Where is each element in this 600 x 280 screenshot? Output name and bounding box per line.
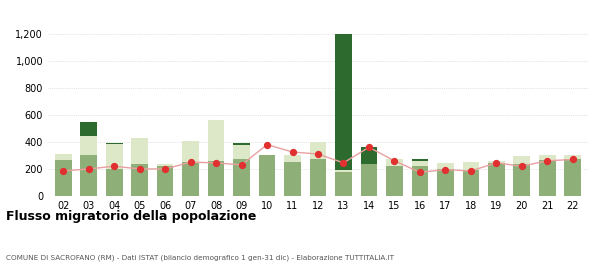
Bar xyxy=(539,160,556,196)
Point xyxy=(262,142,272,147)
Bar xyxy=(488,161,505,163)
Bar xyxy=(106,143,122,144)
Bar xyxy=(310,142,326,160)
Point xyxy=(440,167,450,172)
Point xyxy=(84,167,94,171)
Point xyxy=(237,163,247,167)
Bar xyxy=(233,143,250,144)
Point xyxy=(313,152,323,156)
Bar xyxy=(233,160,250,196)
Bar xyxy=(565,159,581,196)
Point xyxy=(568,157,578,162)
Bar xyxy=(106,169,122,196)
Bar xyxy=(284,155,301,162)
Bar xyxy=(539,155,556,160)
Text: COMUNE DI SACROFANO (RM) - Dati ISTAT (bilancio demografico 1 gen-31 dic) - Elab: COMUNE DI SACROFANO (RM) - Dati ISTAT (b… xyxy=(6,255,394,261)
Point xyxy=(364,145,374,150)
Point xyxy=(160,167,170,171)
Bar xyxy=(233,144,250,160)
Bar xyxy=(80,155,97,196)
Bar xyxy=(488,163,505,196)
Point xyxy=(466,169,476,173)
Bar xyxy=(386,165,403,196)
Bar xyxy=(259,155,275,196)
Point xyxy=(58,169,68,173)
Point xyxy=(389,158,399,163)
Bar xyxy=(412,162,428,166)
Bar xyxy=(208,161,224,196)
Bar xyxy=(55,154,71,160)
Bar xyxy=(182,162,199,196)
Bar xyxy=(55,160,71,196)
Bar xyxy=(335,170,352,172)
Bar xyxy=(131,138,148,164)
Bar xyxy=(182,141,199,162)
Bar xyxy=(412,159,428,162)
Bar xyxy=(131,164,148,196)
Point xyxy=(542,158,552,163)
Bar xyxy=(335,172,352,196)
Point xyxy=(211,161,221,165)
Bar xyxy=(463,170,479,196)
Bar xyxy=(335,19,352,170)
Bar xyxy=(310,160,326,196)
Bar xyxy=(565,155,581,159)
Point xyxy=(186,160,196,164)
Bar xyxy=(106,144,122,169)
Point xyxy=(517,164,527,169)
Bar xyxy=(412,166,428,196)
Point xyxy=(135,167,145,171)
Point xyxy=(338,161,348,165)
Point xyxy=(415,170,425,174)
Bar xyxy=(437,169,454,196)
Bar xyxy=(361,164,377,196)
Point xyxy=(491,161,501,165)
Bar xyxy=(157,166,173,196)
Bar xyxy=(157,164,173,166)
Bar xyxy=(80,122,97,136)
Bar xyxy=(437,163,454,169)
Bar xyxy=(80,136,97,155)
Bar xyxy=(514,164,530,196)
Point xyxy=(109,164,119,169)
Bar xyxy=(284,162,301,196)
Text: Flusso migratorio della popolazione: Flusso migratorio della popolazione xyxy=(6,210,256,223)
Point xyxy=(288,150,298,154)
Bar xyxy=(386,159,403,165)
Bar xyxy=(463,162,479,170)
Bar xyxy=(208,120,224,161)
Bar xyxy=(514,156,530,164)
Bar xyxy=(361,147,377,164)
